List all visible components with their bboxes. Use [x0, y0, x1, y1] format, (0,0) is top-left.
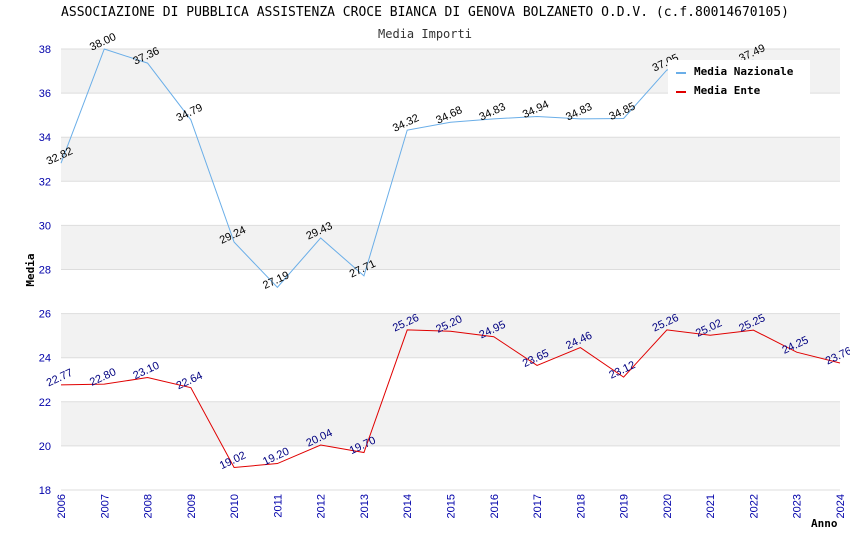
data-label: 19.20 — [261, 446, 291, 469]
x-tick-label: 2006 — [56, 494, 68, 518]
x-tick-label: 2009 — [186, 494, 198, 518]
x-tick-label: 2023 — [792, 494, 804, 518]
y-tick-label: 32 — [39, 176, 51, 188]
data-label: 19.02 — [218, 450, 248, 473]
x-tick-label: 2021 — [705, 494, 717, 518]
x-tick-label: 2016 — [489, 494, 501, 518]
x-tick-label: 2010 — [229, 494, 241, 518]
chart-title: ASSOCIAZIONE DI PUBBLICA ASSISTENZA CROC… — [61, 5, 789, 20]
data-label: 34.83 — [477, 101, 507, 124]
x-tick-label: 2017 — [532, 494, 544, 518]
data-label: 23.10 — [131, 360, 161, 383]
x-tick-label: 2024 — [835, 494, 847, 518]
x-tick-label: 2008 — [143, 494, 155, 518]
y-tick-label: 34 — [39, 132, 51, 144]
x-tick-label: 2022 — [748, 494, 760, 518]
series-lines — [60, 48, 841, 469]
grid-lines — [61, 48, 840, 491]
data-label: 34.68 — [434, 104, 464, 127]
legend-box — [668, 60, 810, 96]
x-tick-label: 2019 — [619, 494, 631, 518]
x-tick-label: 2013 — [359, 494, 371, 518]
legend-label-nazionale: Media Nazionale — [694, 65, 794, 78]
x-tick-label: 2014 — [402, 494, 414, 518]
plot-band — [61, 401, 840, 446]
data-label: 27.19 — [261, 269, 291, 292]
legend: Media Nazionale Media Ente — [668, 60, 810, 97]
y-axis-ticks: 18 20 22 24 26 28 30 32 34 36 38 — [39, 44, 51, 497]
x-axis-label: Anno — [811, 517, 838, 530]
data-label: 34.85 — [607, 100, 637, 123]
chart-subtitle: Media Importi — [378, 27, 472, 41]
y-tick-label: 30 — [39, 220, 51, 232]
data-label: 34.94 — [521, 98, 551, 121]
x-tick-label: 2015 — [446, 494, 458, 518]
x-tick-label: 2020 — [662, 494, 674, 518]
y-tick-label: 38 — [39, 44, 51, 56]
plot-band — [61, 225, 840, 270]
x-tick-label: 2007 — [99, 494, 111, 518]
x-tick-label: 2011 — [272, 494, 284, 518]
x-axis-ticks: 2006 2007 2008 2009 2010 2011 2012 2013 2014 2015… — [56, 494, 847, 518]
y-tick-label: 36 — [39, 88, 51, 100]
data-label: 22.64 — [175, 370, 205, 393]
x-tick-label: 2018 — [575, 494, 587, 518]
data-label: 22.77 — [45, 367, 75, 390]
legend-label-ente: Media Ente — [694, 84, 761, 97]
data-label: 22.80 — [88, 366, 118, 389]
y-tick-label: 26 — [39, 309, 51, 321]
data-label: 34.83 — [564, 101, 594, 124]
y-axis-label: Media — [24, 253, 37, 286]
y-tick-label: 20 — [39, 441, 51, 453]
plot-band — [61, 137, 840, 182]
y-tick-label: 24 — [39, 353, 51, 365]
series-line-ente — [60, 329, 841, 469]
x-tick-label: 2012 — [316, 494, 328, 518]
plot-bands — [61, 49, 840, 446]
y-tick-label: 22 — [39, 397, 51, 409]
data-label: 23.12 — [607, 359, 637, 382]
series-line-nazionale — [60, 48, 754, 289]
y-tick-label: 28 — [39, 265, 51, 277]
data-label: 34.32 — [391, 112, 421, 135]
y-tick-label: 18 — [39, 485, 51, 497]
